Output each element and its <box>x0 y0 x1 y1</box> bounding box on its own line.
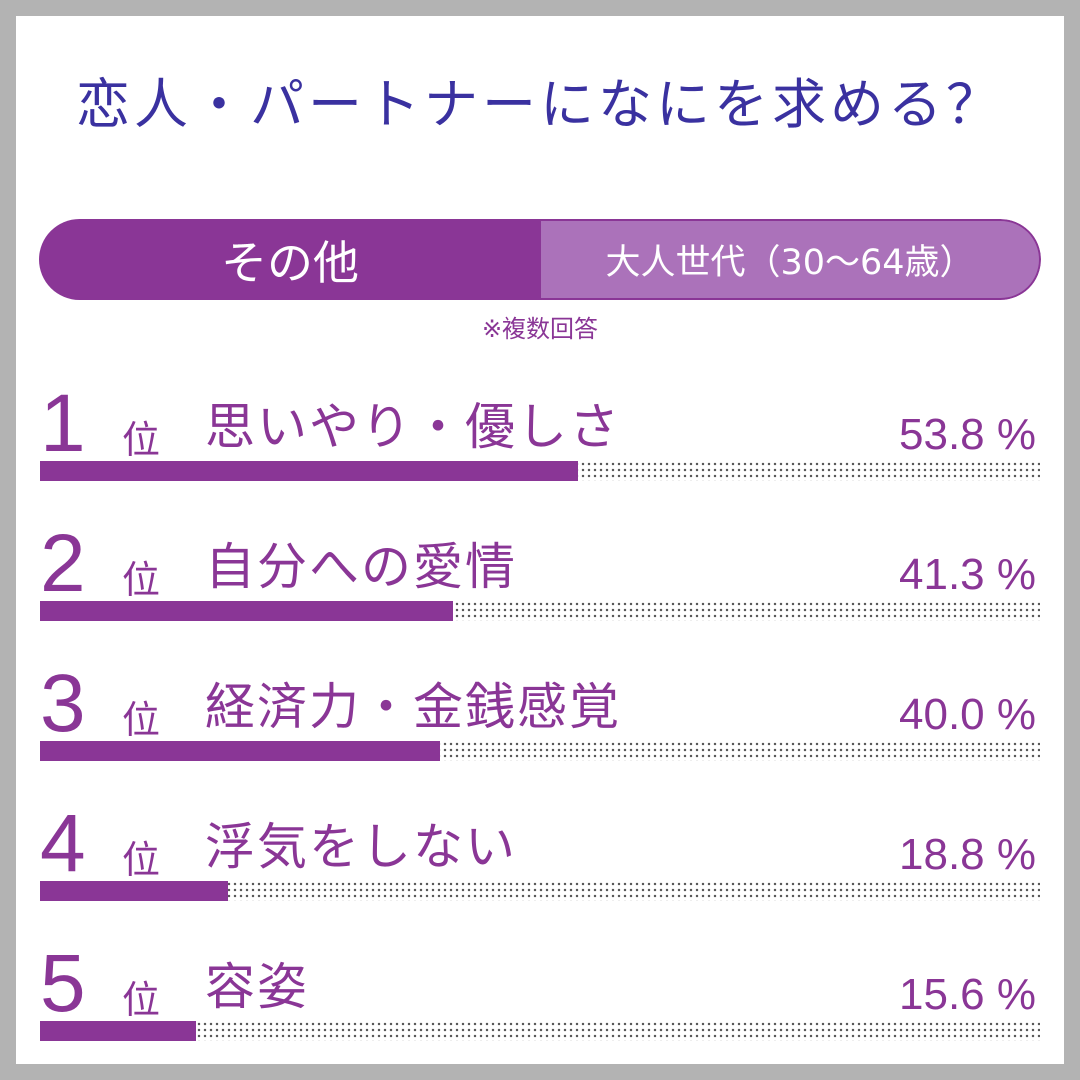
bar-track <box>40 741 1040 761</box>
ranking-row: 4 位浮気をしない 18.8 % <box>0 803 1080 913</box>
ranking-row: 1 位思いやり・優しさ 53.8 % <box>0 383 1080 493</box>
bar <box>40 881 228 901</box>
ranking-row: 5 位容姿 15.6 % <box>0 943 1080 1053</box>
category-label: 思いやり・優しさ <box>205 398 621 456</box>
value-label: 53.8 % <box>899 410 1036 459</box>
rank-number: 4 <box>40 798 86 889</box>
multiple-answers-note: ※複数回答 <box>481 315 599 343</box>
category-label: 経済力・金銭感覚 <box>205 678 621 736</box>
rank-suffix: 位 <box>122 838 161 882</box>
bar-track <box>40 881 1040 901</box>
rank-number: 2 <box>40 518 86 609</box>
tab-other[interactable]: その他 <box>39 219 541 300</box>
rank-number: 1 <box>40 378 86 469</box>
category-label: 容姿 <box>205 958 309 1016</box>
value-label: 41.3 % <box>899 550 1036 599</box>
ranking-row: 2 位自分への愛情 41.3 % <box>0 523 1080 633</box>
segment-tabs: その他 大人世代（30～64歳） <box>39 219 1041 300</box>
rank-suffix: 位 <box>122 698 161 742</box>
chart-title: 恋人・パートナーになにを求める？ <box>76 73 1004 136</box>
category-label: 浮気をしない <box>205 818 517 876</box>
rank-suffix: 位 <box>122 978 161 1022</box>
ranking-row: 3 位経済力・金銭感覚 40.0 % <box>0 663 1080 773</box>
bar-track <box>40 601 1040 621</box>
rank-suffix: 位 <box>122 558 161 602</box>
bar <box>40 741 440 761</box>
category-label: 自分への愛情 <box>205 538 517 596</box>
tab-adult-generation[interactable]: 大人世代（30～64歳） <box>541 219 1041 300</box>
value-label: 15.6 % <box>899 970 1036 1019</box>
rank-suffix: 位 <box>122 418 161 462</box>
value-label: 18.8 % <box>899 830 1036 879</box>
rank-number: 5 <box>40 938 86 1029</box>
bar <box>40 601 453 621</box>
bar-track <box>40 461 1040 481</box>
bar <box>40 1021 196 1041</box>
bar <box>40 461 578 481</box>
rank-number: 3 <box>40 658 86 749</box>
value-label: 40.0 % <box>899 690 1036 739</box>
bar-track <box>40 1021 1040 1041</box>
